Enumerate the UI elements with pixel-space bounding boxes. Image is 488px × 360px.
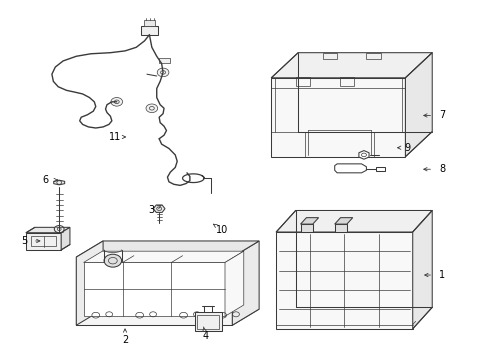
Bar [295,77,310,86]
Polygon shape [232,241,259,325]
Circle shape [104,254,122,267]
Polygon shape [153,205,164,212]
Bar [271,78,405,157]
Bar [334,224,346,232]
Text: 1: 1 [438,270,444,280]
Polygon shape [76,309,259,325]
Circle shape [111,98,122,106]
Polygon shape [83,262,224,316]
Text: 3: 3 [148,206,155,216]
Polygon shape [76,241,103,325]
Polygon shape [54,180,64,185]
Polygon shape [76,241,259,257]
Polygon shape [276,211,431,232]
Polygon shape [61,227,70,250]
Circle shape [157,68,168,77]
Circle shape [146,104,158,113]
Bar [276,232,412,329]
Bar [300,224,312,232]
Bar [31,236,56,246]
Text: 11: 11 [109,132,121,142]
Bar [159,58,169,63]
Bar [339,77,353,86]
Bar [197,315,218,329]
Polygon shape [224,251,244,316]
Polygon shape [83,251,244,262]
Polygon shape [76,257,232,325]
Polygon shape [334,218,352,224]
Text: 8: 8 [438,164,444,174]
Bar [141,26,158,35]
Bar [26,233,61,250]
Text: 5: 5 [21,236,27,246]
Text: 2: 2 [122,334,128,345]
Polygon shape [412,211,431,329]
Text: 4: 4 [202,331,208,341]
Circle shape [54,226,64,233]
Text: 9: 9 [404,143,410,153]
Bar [375,167,384,171]
Bar [143,21,155,26]
Polygon shape [26,227,70,233]
Polygon shape [405,53,431,157]
Polygon shape [300,218,318,224]
Text: 6: 6 [42,175,48,185]
Polygon shape [358,150,368,159]
Polygon shape [334,164,366,173]
Text: 10: 10 [216,225,228,235]
Polygon shape [271,53,431,78]
Text: 7: 7 [438,111,444,121]
Bar [194,312,221,330]
